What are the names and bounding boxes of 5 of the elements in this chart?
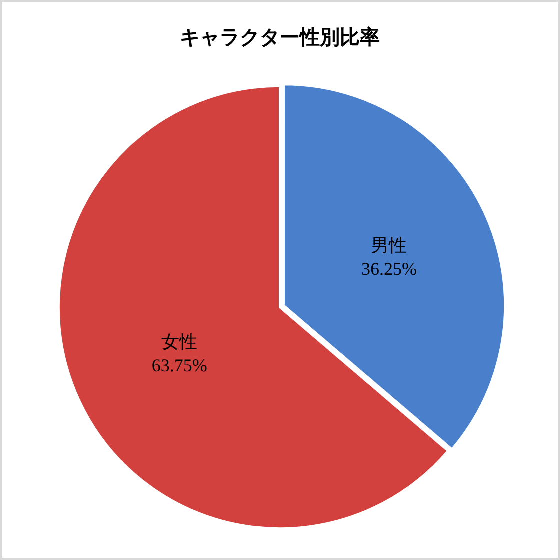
data-label: 36.25% [361,258,417,279]
data-label: 63.75% [152,355,208,376]
slice-label: 男性 [371,235,408,256]
chart-title: キャラクター性別比率 [180,26,380,49]
slice-label: 女性 [162,332,198,352]
